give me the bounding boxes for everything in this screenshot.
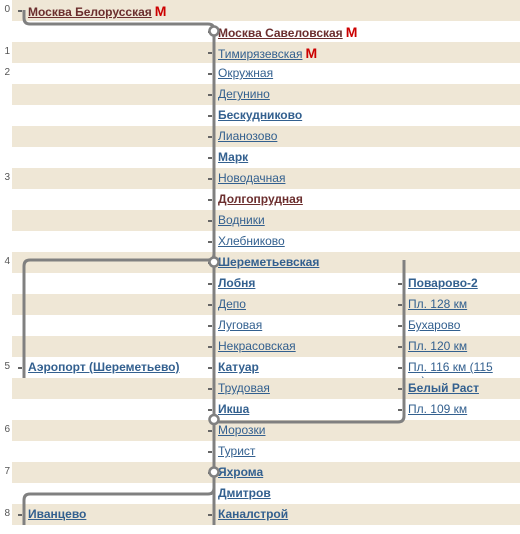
zone-row: Икша Пл. 109 км [0,399,520,420]
zone-number [0,273,12,294]
zone-row: Лианозово [0,126,520,147]
station-link[interactable]: Иванцево [28,507,86,521]
zone-number: 6 [0,420,12,441]
station-link[interactable]: Пл. 120 км [408,339,467,353]
station-link[interactable]: Тимирязевская [218,47,302,61]
zone-number [0,189,12,210]
zone-number [0,315,12,336]
zone-row: Депо Пл. 128 км [0,294,520,315]
station-link[interactable]: Луговая [218,318,262,332]
zone-number [0,378,12,399]
zone-row: Бескудниково [0,105,520,126]
zone-row: Дегунино [0,84,520,105]
zone-row: Марк [0,147,520,168]
station-link[interactable]: Дегунино [218,87,270,101]
station-link[interactable]: Водники [218,213,265,227]
station-link[interactable]: Морозки [218,423,265,437]
station-link[interactable]: Пл. 109 км [408,402,467,416]
station-link[interactable]: Москва Савеловская [218,26,343,40]
station-link[interactable]: Окружная [218,66,273,80]
station-link[interactable]: Яхрома [218,465,263,479]
zone-row: 0 Москва БелорусскаяM [0,0,520,21]
zone-number [0,105,12,126]
station-link[interactable]: Каналстрой [218,507,288,521]
zone-row: Хлебниково [0,231,520,252]
station-link[interactable]: Депо [218,297,246,311]
zone-row: 7 Яхрома [0,462,520,483]
zone-number [0,294,12,315]
zone-row: 6 Морозки [0,420,520,441]
zone-number: 7 [0,462,12,483]
zone-row: 2 Окружная [0,63,520,84]
zone-number [0,336,12,357]
zone-number [0,399,12,420]
station-link[interactable]: Лианозово [218,129,277,143]
zone-row: 8 Иванцево Каналстрой [0,504,520,525]
zone-row: Долгопрудная [0,189,520,210]
zone-number: 1 [0,42,12,63]
station-link[interactable]: Марк [218,150,248,164]
metro-icon: M [155,3,167,19]
zone-row: 3 Новодачная [0,168,520,189]
station-link[interactable]: Бескудниково [218,108,302,122]
zone-number: 2 [0,63,12,84]
station-link[interactable]: Некрасовская [218,339,296,353]
zone-row: Луговая Бухарово [0,315,520,336]
zone-row: 5 Аэропорт (Шереметьево) Катуар Пл. 116 … [0,357,520,378]
zone-row: Водники [0,210,520,231]
station-link[interactable]: Катуар [218,360,259,374]
zone-number [0,231,12,252]
station-link[interactable]: Бухарово [408,318,460,332]
station-link[interactable]: Трудовая [218,381,270,395]
station-link[interactable]: Лобня [218,276,255,290]
station-link[interactable]: Москва Белорусская [28,5,152,19]
zone-row: 1 ТимирязевскаяM [0,42,520,63]
zone-number [0,147,12,168]
zone-number [0,210,12,231]
zone-number [0,483,12,504]
station-link[interactable]: Шереметьевская [218,255,319,269]
zone-number: 0 [0,0,12,21]
station-link[interactable]: Пл. 128 км [408,297,467,311]
zone-row: Дмитров [0,483,520,504]
station-link[interactable]: Новодачная [218,171,285,185]
zone-row: 4 Шереметьевская [0,252,520,273]
station-link[interactable]: Хлебниково [218,234,285,248]
station-link[interactable]: Белый Раст [408,381,479,395]
zone-row: Турист [0,441,520,462]
metro-icon: M [305,45,317,61]
zone-number: 3 [0,168,12,189]
zone-number [0,21,12,42]
station-link[interactable]: Икша [218,402,249,416]
zone-number [0,441,12,462]
zone-row: Москва СавеловскаяM [0,21,520,42]
zone-number: 8 [0,504,12,525]
station-link[interactable]: Аэропорт (Шереметьево) [28,360,180,374]
zone-number [0,84,12,105]
zone-row: Трудовая Белый Раст [0,378,520,399]
station-link[interactable]: Долгопрудная [218,192,303,206]
station-link[interactable]: Дмитров [218,486,271,500]
metro-icon: M [346,24,358,40]
zone-number [0,126,12,147]
zone-number: 5 [0,357,12,378]
station-link[interactable]: Поварово-2 [408,276,478,290]
zone-row: Лобня Поварово-2 [0,273,520,294]
station-link[interactable]: Турист [218,444,255,458]
zone-row: Некрасовская Пл. 120 км [0,336,520,357]
zone-number: 4 [0,252,12,273]
